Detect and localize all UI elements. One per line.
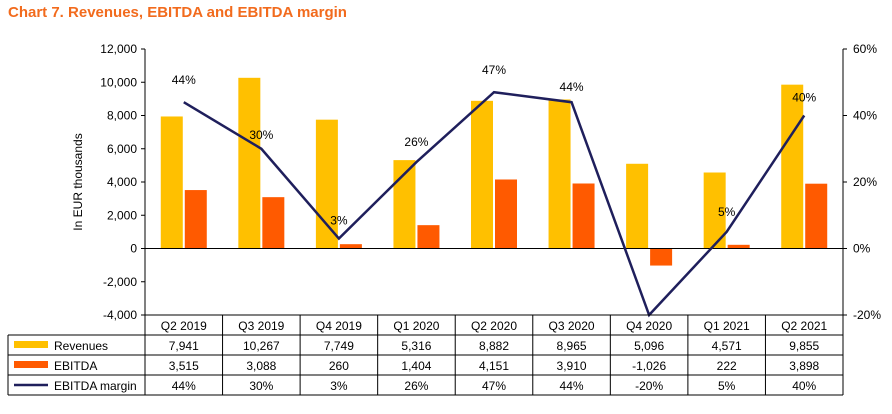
table-cell: 4,151: [479, 359, 509, 373]
left-tick-label: 12,000: [100, 42, 137, 56]
left-tick-label: 0: [130, 242, 137, 256]
chart-title: Chart 7. Revenues, EBITDA and EBITDA mar…: [8, 4, 347, 21]
table-cell: 3%: [330, 379, 348, 393]
ebitda-bar: [495, 179, 517, 249]
table-cell: 3,088: [246, 359, 276, 373]
margin-data-label: 44%: [172, 73, 196, 87]
table-cell: 1,404: [401, 359, 431, 373]
table-cell: 5,316: [401, 339, 431, 353]
revenue-bar: [781, 84, 804, 249]
ebitda-bar: [339, 244, 362, 249]
revenue-bar: [703, 172, 726, 249]
table-cell: 44%: [172, 379, 196, 393]
table-cell: 222: [717, 359, 737, 373]
left-tick-label: 8,000: [107, 109, 137, 123]
table-cell: 260: [329, 359, 349, 373]
right-tick-label: 20%: [853, 175, 877, 189]
revenue-bar: [238, 77, 261, 249]
x-tick-label: Q2 2021: [781, 319, 827, 333]
table-cell: 5,096: [634, 339, 664, 353]
table-cell: 7,749: [324, 339, 354, 353]
table-cell: 3,898: [789, 359, 819, 373]
right-tick-label: 60%: [853, 42, 877, 56]
margin-data-label: 44%: [560, 80, 584, 94]
left-tick-label: 4,000: [107, 175, 137, 189]
table-cell: 7,941: [169, 339, 199, 353]
x-tick-label: Q1 2021: [704, 319, 750, 333]
left-tick-label: -4,000: [103, 308, 137, 322]
table-cell: 8,965: [557, 339, 587, 353]
table-cell: 8,882: [479, 339, 509, 353]
margin-data-label: 5%: [718, 205, 736, 219]
margin-data-label: 30%: [249, 128, 273, 142]
table-cell: 40%: [792, 379, 816, 393]
right-tick-label: -20%: [853, 308, 881, 322]
ebitda-margin-line: [183, 90, 806, 318]
left-tick-label: 10,000: [100, 75, 137, 89]
table-cell: 3,910: [557, 359, 587, 373]
legend-label-revenues: Revenues: [54, 339, 108, 353]
table-cell: 9,855: [789, 339, 819, 353]
legend-key-ebitda: [14, 361, 48, 368]
ebitda-bar: [572, 183, 595, 249]
margin-data-label: 47%: [482, 63, 506, 77]
ebitda-bar: [650, 248, 673, 266]
revenue-bar: [626, 163, 649, 249]
table-cell: -1,026: [632, 359, 666, 373]
y-axis-label: In EUR thousands: [71, 133, 85, 230]
x-tick-label: Q3 2020: [549, 319, 595, 333]
table-cell: 3,515: [169, 359, 199, 373]
x-tick-label: Q1 2020: [393, 319, 439, 333]
left-tick-label: -2,000: [103, 275, 137, 289]
ebitda-bar: [184, 190, 207, 249]
ebitda-bar: [805, 183, 828, 249]
revenue-bar: [471, 100, 493, 249]
revenue-bar: [548, 99, 571, 249]
table-cell: 44%: [560, 379, 584, 393]
table-cell: 47%: [482, 379, 506, 393]
left-tick-label: 6,000: [107, 142, 137, 156]
table-cell: 30%: [249, 379, 273, 393]
x-tick-label: Q4 2019: [316, 319, 362, 333]
x-tick-label: Q3 2019: [238, 319, 284, 333]
revenue-bar: [315, 119, 338, 249]
table-cell: 10,267: [243, 339, 280, 353]
x-tick-label: Q4 2020: [626, 319, 672, 333]
revenue-bar: [160, 116, 183, 249]
x-tick-label: Q2 2019: [161, 319, 207, 333]
legend-label-ebitda: EBITDA: [54, 359, 97, 373]
right-tick-label: 40%: [853, 109, 877, 123]
right-tick-label: 0%: [853, 242, 871, 256]
left-tick-label: 2,000: [107, 208, 137, 222]
table-cell: 4,571: [712, 339, 742, 353]
table-cell: 26%: [404, 379, 428, 393]
table-cell: 5%: [718, 379, 736, 393]
legend-label-margin: EBITDA margin: [54, 379, 137, 393]
revenue-bar: [393, 160, 416, 249]
legend-key-revenues: [14, 341, 48, 348]
ebitda-bar: [417, 225, 440, 249]
margin-data-label: 26%: [404, 135, 428, 149]
ebitda-bar: [262, 197, 285, 249]
table-cell: -20%: [635, 379, 663, 393]
margin-data-label: 40%: [792, 91, 816, 105]
ebitda-bar: [727, 244, 750, 249]
x-tick-label: Q2 2020: [471, 319, 517, 333]
margin-data-label: 3%: [330, 214, 348, 228]
